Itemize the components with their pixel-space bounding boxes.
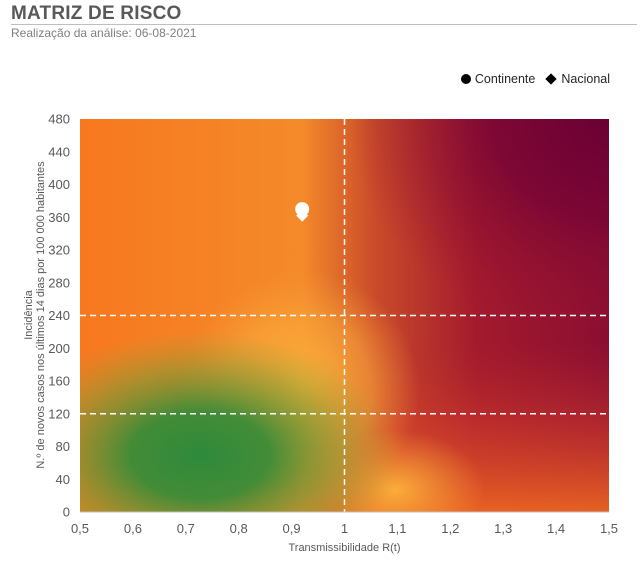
y-tick-label: 240 <box>48 308 70 323</box>
circle-marker-icon <box>460 74 471 84</box>
legend-label-continente: Continente <box>474 72 536 86</box>
chart-subtitle: Realização da análise: 06-08-2021 <box>11 26 197 40</box>
y-tick-label: 360 <box>48 210 70 225</box>
y-tick-label: 400 <box>48 177 70 192</box>
x-tick-label: 0,9 <box>283 521 301 536</box>
chart-title: MATRIZ DE RISCO <box>11 3 182 24</box>
data-points <box>295 202 310 222</box>
x-tick-label: 0,6 <box>124 521 142 536</box>
y-tick-label: 480 <box>48 112 70 127</box>
y-tick-labels: 0 40 80 120 160 200 240 280 320 360 400 440 480 <box>48 112 70 520</box>
title-divider <box>11 24 637 25</box>
y-axis-label-line-2: N.º de novos casos nos últimos 14 dias p… <box>35 161 47 469</box>
x-tick-label: 0,7 <box>177 521 195 536</box>
y-tick-label: 200 <box>48 341 70 356</box>
y-tick-label: 40 <box>56 472 70 487</box>
legend: Continente Nacional <box>460 72 610 86</box>
x-tick-label: 0,5 <box>71 521 89 536</box>
legend-item-continente: Continente <box>460 72 536 86</box>
legend-label-nacional: Nacional <box>561 72 610 86</box>
x-tick-label: 0,8 <box>230 521 248 536</box>
y-tick-label: 280 <box>48 275 70 290</box>
y-tick-label: 120 <box>48 406 70 421</box>
y-tick-label: 80 <box>56 439 70 454</box>
y-tick-label: 320 <box>48 243 70 258</box>
x-tick-label: 1,3 <box>494 521 512 536</box>
y-axis-label-line-1: Incidência <box>23 289 35 339</box>
x-tick-label: 1,1 <box>388 521 406 536</box>
point-nacional <box>296 209 309 222</box>
x-tick-label: 1,4 <box>547 521 565 536</box>
x-tick-label: 1,2 <box>441 521 459 536</box>
point-continente <box>295 202 310 217</box>
legend-item-nacional: Nacional <box>545 72 610 86</box>
y-tick-label: 160 <box>48 374 70 389</box>
x-tick-labels: 0,5 0,6 0,7 0,8 0,9 1 1,1 1,2 1,3 1,4 1,5 <box>71 521 618 536</box>
y-tick-label: 440 <box>48 144 70 159</box>
x-tick-label: 1 <box>341 521 348 536</box>
y-tick-label: 0 <box>63 505 70 520</box>
threshold-lines <box>80 119 609 512</box>
x-tick-label: 1,5 <box>600 521 618 536</box>
x-axis-label: Transmissibilidade R(t) <box>288 542 400 554</box>
